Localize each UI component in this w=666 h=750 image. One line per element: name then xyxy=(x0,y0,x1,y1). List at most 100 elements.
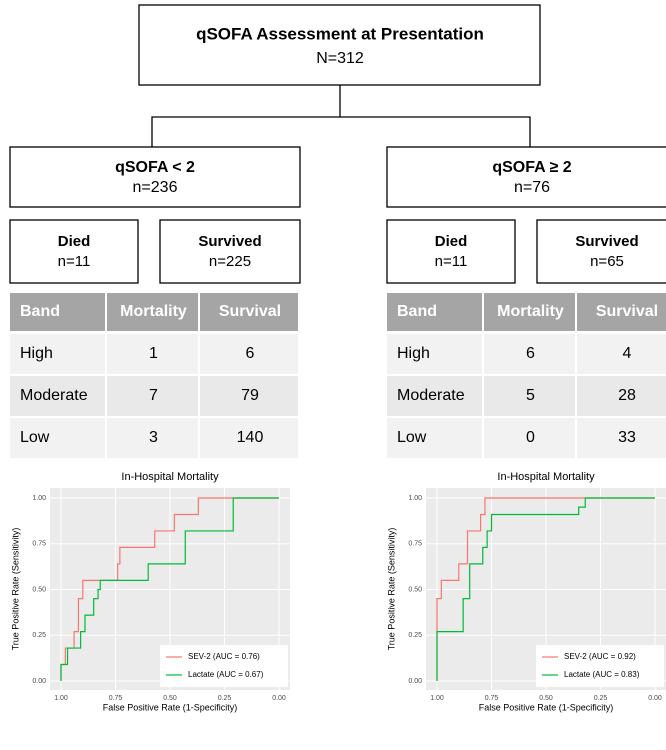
table-cell xyxy=(200,418,298,458)
roc-curve xyxy=(60,497,279,681)
legend-label: Lactate (AUC = 0.83) xyxy=(564,670,640,679)
table-header-cell xyxy=(107,293,198,331)
table-header: Survival xyxy=(219,303,281,320)
table-cell-text: 79 xyxy=(241,387,259,404)
group-title: qSOFA < 2 xyxy=(115,159,195,176)
chart-title: In-Hospital Mortality xyxy=(121,471,219,483)
died-label: Died xyxy=(58,233,91,250)
died-n: n=11 xyxy=(435,253,468,270)
y-tick-label: 0.25 xyxy=(32,632,46,639)
table-cell xyxy=(10,376,105,416)
group-box xyxy=(386,146,666,208)
x-tick-label: 0.50 xyxy=(539,695,553,702)
table-cell-text: Moderate xyxy=(20,387,88,404)
x-axis-label: False Positive Rate (1-Specificity) xyxy=(103,702,238,712)
died-label: Died xyxy=(435,233,468,250)
x-tick-label: 0.50 xyxy=(163,695,177,702)
table-cell xyxy=(577,334,666,374)
x-tick-label: 0.00 xyxy=(272,695,286,702)
y-tick-label: 1.00 xyxy=(408,495,422,502)
connector xyxy=(151,85,531,147)
table-cell-text: 140 xyxy=(237,429,264,446)
table-cell xyxy=(577,376,666,416)
x-tick-label: 0.25 xyxy=(594,695,608,702)
died-n: n=11 xyxy=(58,253,91,270)
table-cell xyxy=(107,418,198,458)
table-header: Mortality xyxy=(120,303,187,320)
table-cell-text: 6 xyxy=(526,345,535,362)
group-box xyxy=(9,146,301,208)
x-tick-label: 0.00 xyxy=(648,695,662,702)
table-cell xyxy=(387,334,482,374)
chart-title: In-Hospital Mortality xyxy=(497,471,595,483)
y-tick-label: 0.75 xyxy=(32,541,46,548)
table-cell xyxy=(10,334,105,374)
table-cell xyxy=(107,334,198,374)
table-cell xyxy=(484,418,575,458)
table-header-cell xyxy=(200,293,298,331)
legend-label: SEV-2 (AUC = 0.92) xyxy=(564,652,636,661)
died-box xyxy=(9,219,139,284)
table-header-cell xyxy=(10,293,105,331)
table-cell-text: 0 xyxy=(526,429,535,446)
survived-label: Survived xyxy=(575,233,638,250)
table-header: Survival xyxy=(596,303,658,320)
table-cell xyxy=(10,418,105,458)
y-tick-label: 0.50 xyxy=(32,586,46,593)
survived-n: n=225 xyxy=(209,253,251,270)
legend-label: Lactate (AUC = 0.67) xyxy=(188,670,264,679)
table-cell xyxy=(200,376,298,416)
table-header: Band xyxy=(20,303,60,320)
survived-label: Survived xyxy=(198,233,261,250)
y-tick-label: 1.00 xyxy=(32,495,46,502)
table-header-cell xyxy=(387,293,482,331)
group-n: n=236 xyxy=(133,179,178,196)
table-cell-text: Moderate xyxy=(397,387,465,404)
table-cell-text: 6 xyxy=(246,345,255,362)
table-cell xyxy=(387,418,482,458)
x-tick-label: 0.25 xyxy=(218,695,232,702)
table-header: Band xyxy=(397,303,437,320)
table-cell xyxy=(387,376,482,416)
y-axis-label: True Positive Rate (Sensitivity) xyxy=(10,528,20,651)
root-n: N=312 xyxy=(316,50,364,67)
y-tick-label: 0.75 xyxy=(408,541,422,548)
y-tick-label: 0.25 xyxy=(408,632,422,639)
group-n: n=76 xyxy=(514,179,550,196)
y-axis-label: True Positive Rate (Sensitivity) xyxy=(386,528,396,651)
table-header-cell xyxy=(484,293,575,331)
y-tick-label: 0.00 xyxy=(408,678,422,685)
x-axis-label: False Positive Rate (1-Specificity) xyxy=(479,702,614,712)
x-tick-label: 1.00 xyxy=(54,695,68,702)
survived-n: n=65 xyxy=(590,253,624,270)
root-box xyxy=(138,4,541,86)
table-header-cell xyxy=(577,293,666,331)
table-cell xyxy=(107,376,198,416)
table-cell-text: 4 xyxy=(623,345,632,362)
table-cell-text: 7 xyxy=(149,387,158,404)
table-cell-text: 33 xyxy=(618,429,636,446)
x-tick-label: 0.75 xyxy=(485,695,499,702)
survived-box xyxy=(536,219,666,284)
table-cell-text: High xyxy=(397,345,430,362)
y-tick-label: 0.50 xyxy=(408,586,422,593)
x-tick-label: 1.00 xyxy=(430,695,444,702)
table-cell-text: Low xyxy=(397,429,427,446)
roc-curve xyxy=(436,497,655,681)
y-tick-label: 0.00 xyxy=(32,678,46,685)
legend-box xyxy=(536,645,664,687)
table-cell xyxy=(484,376,575,416)
table-cell xyxy=(577,418,666,458)
root-title: qSOFA Assessment at Presentation xyxy=(196,24,484,43)
table-cell-text: 3 xyxy=(149,429,158,446)
table-header: Mortality xyxy=(497,303,564,320)
x-tick-label: 0.75 xyxy=(109,695,123,702)
table-cell-text: 28 xyxy=(618,387,636,404)
roc-curve xyxy=(436,497,655,681)
table-cell-text: High xyxy=(20,345,53,362)
group-title: qSOFA ≥ 2 xyxy=(492,159,571,176)
legend-label: SEV-2 (AUC = 0.76) xyxy=(188,652,260,661)
survived-box xyxy=(159,219,301,284)
table-cell-text: 5 xyxy=(526,387,535,404)
